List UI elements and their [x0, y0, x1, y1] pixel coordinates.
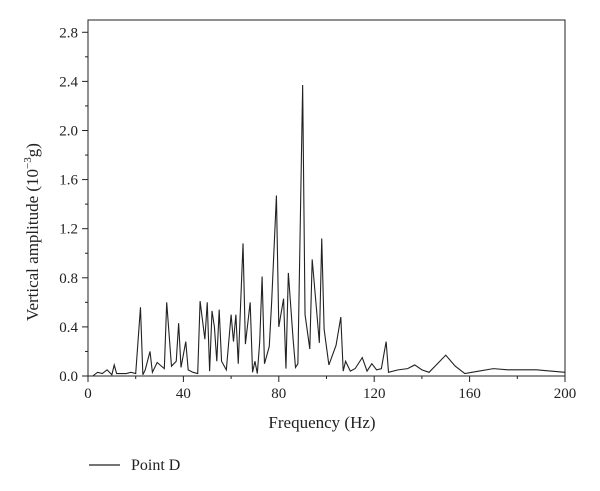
y-tick-label: 1.6: [59, 173, 78, 189]
y-axis-title-tail: g): [23, 143, 42, 157]
series-line-point-d: [92, 85, 566, 377]
x-tick-label: 40: [176, 386, 191, 402]
x-tick-label: 120: [363, 386, 386, 402]
y-tick-label: 2.4: [59, 74, 78, 90]
legend-label-point-d: Point D: [131, 457, 180, 474]
x-tick-label: 200: [554, 386, 577, 402]
ticks: 0 40 80 120 160 200 0.0 0.4 0.8 1.2 1.6 2.0 2.4 2.8: [59, 25, 576, 402]
legend: Point D: [89, 457, 180, 474]
y-axis-title-exponent: −3: [22, 157, 34, 169]
y-tick-label: 1.2: [59, 222, 78, 238]
y-tick-label: 2.8: [59, 25, 78, 41]
x-tick-label: 160: [458, 386, 481, 402]
y-tick-label: 0.0: [59, 369, 78, 385]
plot-frame: [87, 19, 566, 377]
x-tick-label: 0: [84, 386, 92, 402]
y-tick-label: 2.0: [59, 123, 78, 139]
axes: [87, 19, 566, 377]
y-tick-label: 0.4: [59, 320, 78, 336]
x-tick-label: 80: [271, 386, 286, 402]
y-axis-title-main: Vertical amplitude (10: [23, 169, 42, 321]
y-axis-title: Vertical amplitude (10−3g): [22, 143, 42, 321]
x-axis-title: Frequency (Hz): [268, 413, 375, 432]
series: [92, 85, 566, 377]
y-tick-label: 0.8: [59, 271, 78, 287]
